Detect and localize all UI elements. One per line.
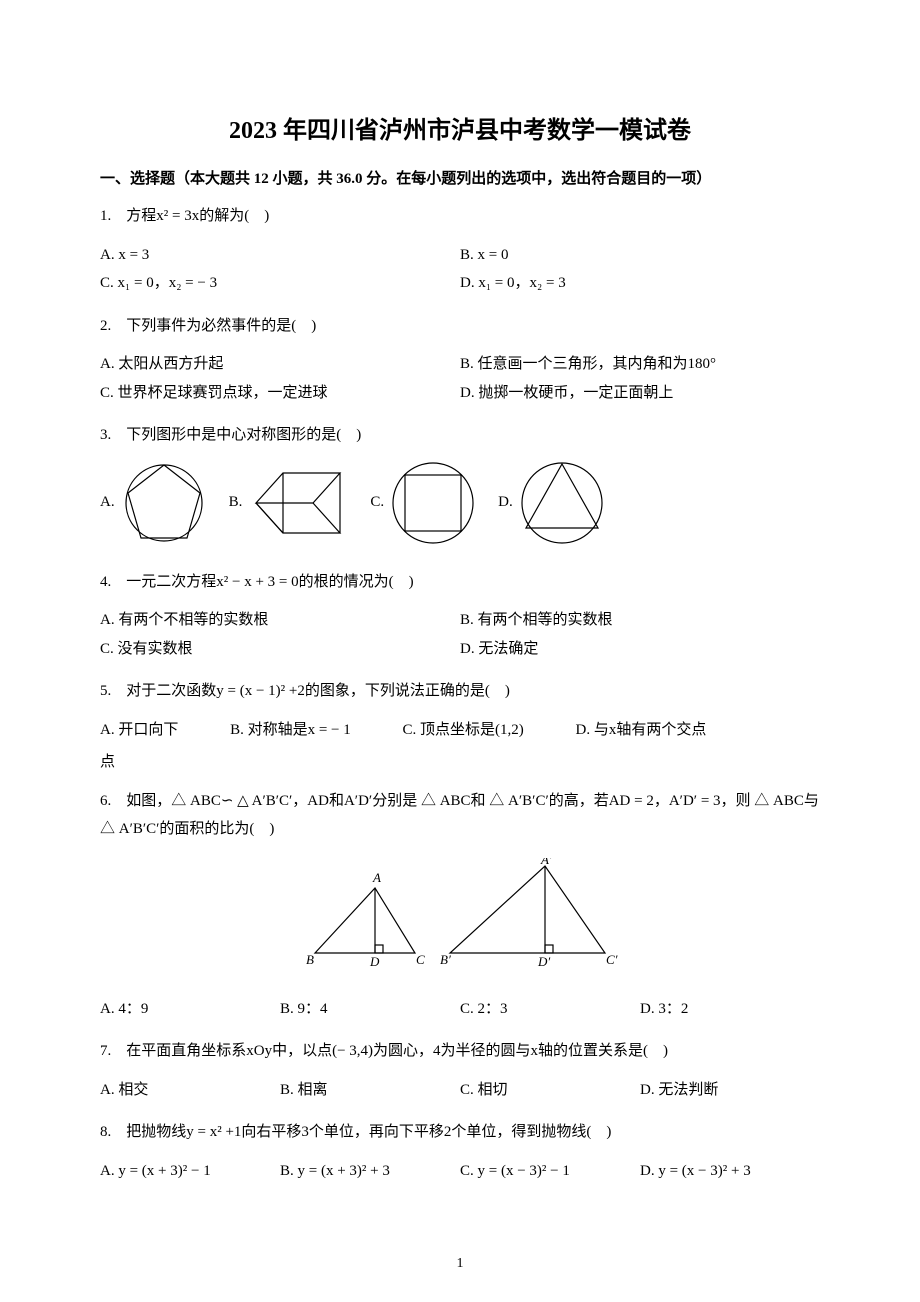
- q8-opt-d: D. y = (x − 3)² + 3: [640, 1157, 820, 1186]
- pentagon-in-circle-icon: [121, 460, 207, 546]
- q7: 7. 在平面直角坐标系xOy中，以点(− 3,4)为圆心，4为半径的圆与x轴的位…: [100, 1037, 820, 1066]
- q5-opt-c: C. 顶点坐标是(1,2): [403, 722, 524, 738]
- label-A2: A′: [540, 858, 552, 867]
- q6-opt-b: B. 9：4: [280, 995, 460, 1024]
- q8: 8. 把抛物线y = x² +1向右平移3个单位，再向下平移2个单位，得到抛物线…: [100, 1118, 820, 1147]
- q3-opt-d: D.: [498, 460, 605, 546]
- square-in-circle-icon: [390, 460, 476, 546]
- triangle-in-circle-icon: [519, 460, 605, 546]
- q6: 6. 如图，△ ABC∽ △ A′B′C′，AD和A′D′分别是 △ ABC和 …: [100, 787, 820, 844]
- label-C2: C′: [606, 952, 618, 967]
- q8-options: A. y = (x + 3)² − 1 B. y = (x + 3)² + 3 …: [100, 1157, 820, 1186]
- cube-outline-icon: [248, 460, 348, 546]
- q2-opt-a: A. 太阳从西方升起: [100, 350, 460, 379]
- q4-options: A. 有两个不相等的实数根 B. 有两个相等的实数根 C. 没有实数根 D. 无…: [100, 606, 820, 663]
- q4-opt-c: C. 没有实数根: [100, 635, 460, 664]
- label-D2: D′: [537, 954, 550, 968]
- q1-opt-a: A. x = 3: [100, 241, 460, 270]
- q5-opt-d: D. 与x轴有两个交点: [576, 722, 707, 738]
- q5-options: A. 开口向下 B. 对称轴是x = − 1 C. 顶点坐标是(1,2) D. …: [100, 716, 820, 745]
- q8-opt-b: B. y = (x + 3)² + 3: [280, 1157, 460, 1186]
- q6-opt-a: A. 4：9: [100, 995, 280, 1024]
- q1-opt-c: C. x₁ = 0，x₂ = − 3: [100, 269, 460, 298]
- label-C: C: [416, 952, 425, 967]
- q2-opt-c: C. 世界杯足球赛罚点球，一定进球: [100, 379, 460, 408]
- q5-opt-a: A. 开口向下: [100, 722, 178, 738]
- q6-diagram: A B C D A′ B′ C′ D′: [100, 858, 820, 973]
- q1-opt-b: B. x = 0: [460, 241, 820, 270]
- q5-opt-b: B. 对称轴是x = − 1: [230, 722, 351, 738]
- section-1-header: 一、选择题（本大题共 12 小题，共 36.0 分。在每小题列出的选项中，选出符…: [100, 167, 820, 188]
- label-B2: B′: [440, 952, 451, 967]
- q1-opt-d: D. x₁ = 0，x₂ = 3: [460, 269, 820, 298]
- q5: 5. 对于二次函数y = (x − 1)² +2的图象，下列说法正确的是( ): [100, 677, 820, 706]
- q3-opt-a-label: A.: [100, 494, 115, 511]
- q7-opt-a: A. 相交: [100, 1076, 280, 1105]
- exam-title: 2023 年四川省泸州市泸县中考数学一模试卷: [100, 110, 820, 145]
- q3: 3. 下列图形中是中心对称图形的是( ): [100, 421, 820, 450]
- page-number: 1: [0, 1256, 920, 1272]
- q7-opt-d: D. 无法判断: [640, 1076, 820, 1105]
- q6-opt-c: C. 2：3: [460, 995, 640, 1024]
- q3-opt-d-label: D.: [498, 494, 513, 511]
- q3-opt-b: B.: [229, 460, 349, 546]
- q3-opt-c: C.: [370, 460, 476, 546]
- q4: 4. 一元二次方程x² − x + 3 = 0的根的情况为( ): [100, 568, 820, 597]
- q6-options: A. 4：9 B. 9：4 C. 2：3 D. 3：2: [100, 995, 820, 1024]
- label-B: B: [306, 952, 314, 967]
- q7-options: A. 相交 B. 相离 C. 相切 D. 无法判断: [100, 1076, 820, 1105]
- q4-opt-a: A. 有两个不相等的实数根: [100, 606, 460, 635]
- q6-opt-d: D. 3：2: [640, 995, 820, 1024]
- q4-opt-d: D. 无法确定: [460, 635, 820, 664]
- q1-options: A. x = 3 B. x = 0 C. x₁ = 0，x₂ = − 3 D. …: [100, 241, 820, 298]
- q8-opt-a: A. y = (x + 3)² − 1: [100, 1157, 280, 1186]
- q5-extra: 点: [100, 748, 820, 777]
- q2-opt-d: D. 抛掷一枚硬币，一定正面朝上: [460, 379, 820, 408]
- q1: 1. 方程x² = 3x的解为( ): [100, 202, 820, 231]
- q3-opt-c-label: C.: [370, 494, 384, 511]
- q4-opt-b: B. 有两个相等的实数根: [460, 606, 820, 635]
- q2-options: A. 太阳从西方升起 B. 任意画一个三角形，其内角和为180° C. 世界杯足…: [100, 350, 820, 407]
- label-A: A: [372, 870, 381, 885]
- q2-opt-b: B. 任意画一个三角形，其内角和为180°: [460, 350, 820, 379]
- label-D: D: [369, 954, 380, 968]
- q2: 2. 下列事件为必然事件的是( ): [100, 312, 820, 341]
- q7-opt-b: B. 相离: [280, 1076, 460, 1105]
- q7-opt-c: C. 相切: [460, 1076, 640, 1105]
- q3-opt-b-label: B.: [229, 494, 243, 511]
- q8-opt-c: C. y = (x − 3)² − 1: [460, 1157, 640, 1186]
- similar-triangles-icon: A B C D A′ B′ C′ D′: [300, 858, 620, 968]
- q3-shapes: A. B. C. D.: [100, 460, 820, 546]
- q3-opt-a: A.: [100, 460, 207, 546]
